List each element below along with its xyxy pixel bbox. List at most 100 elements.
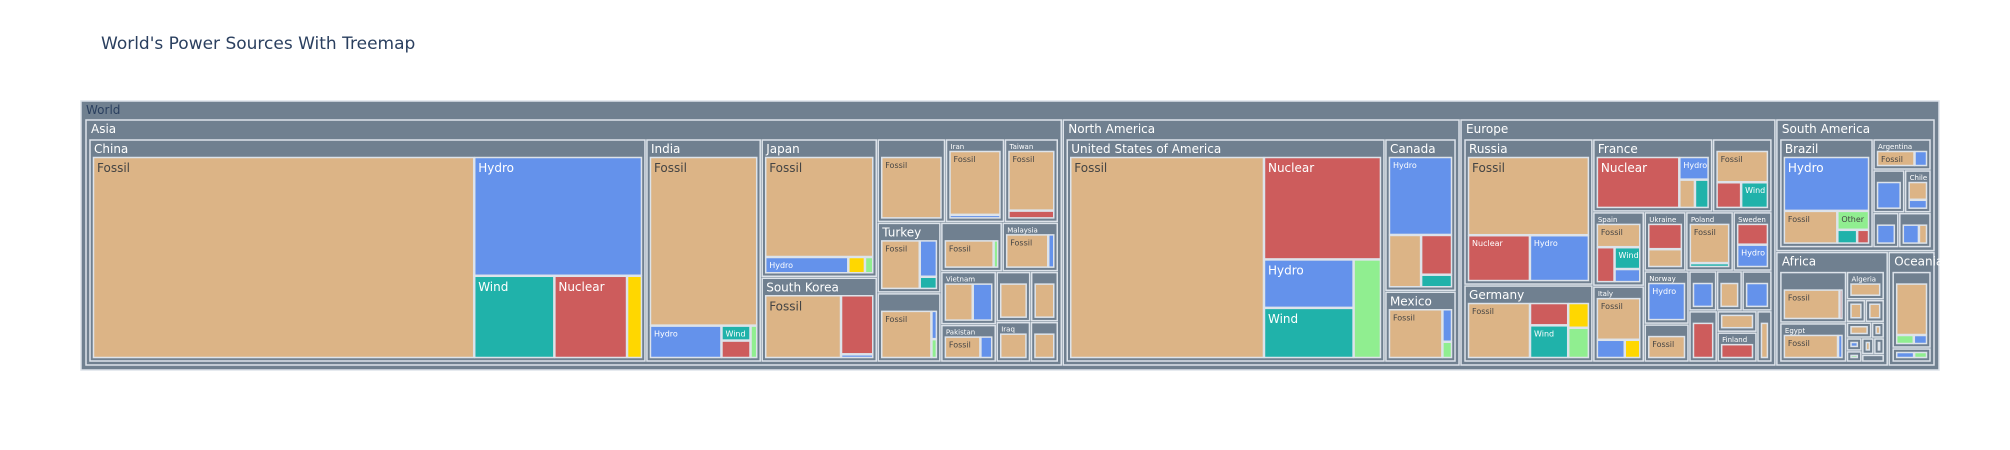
source-venezuela-hydro[interactable]: [1876, 181, 1901, 209]
source-russia-nuclear[interactable]: [1467, 234, 1531, 282]
source-taiwan-nuclear[interactable]: [1008, 210, 1055, 219]
source-russia-fossil[interactable]: [1467, 156, 1590, 236]
source-italy-hydro[interactable]: [1596, 339, 1626, 359]
source-france-hydro[interactable]: [1679, 156, 1709, 180]
source-canada-nuclear[interactable]: [1420, 234, 1453, 275]
source-morocco-fossil[interactable]: [1869, 303, 1881, 319]
source-mexico-fossil[interactable]: [1388, 309, 1443, 359]
source-france-nuclear[interactable]: [1596, 156, 1680, 209]
source-ukraine-fossil[interactable]: [1648, 248, 1683, 268]
source-austria-hydro[interactable]: [1745, 282, 1769, 308]
source-china-hydro[interactable]: [473, 156, 643, 277]
source-canada-wind[interactable]: [1420, 274, 1453, 288]
source-france-fossil[interactable]: [1679, 179, 1696, 209]
source-mexico-hydro[interactable]: [1442, 309, 1453, 343]
source-united-states-of-america-other[interactable]: [1353, 259, 1382, 359]
source-poland-wind[interactable]: [1689, 262, 1730, 268]
source-china-solar[interactable]: [626, 275, 643, 359]
source-poland-fossil[interactable]: [1689, 223, 1730, 264]
source-pakistan-fossil[interactable]: [944, 336, 981, 359]
source-egypt-fossil[interactable]: [1783, 334, 1839, 359]
source-ethiopia-hydro[interactable]: [1877, 341, 1881, 351]
source-turkey-wind[interactable]: [919, 276, 938, 290]
source-china-fossil[interactable]: [92, 156, 475, 359]
source-italy-fossil[interactable]: [1596, 297, 1641, 341]
source-united-states-of-america-nuclear[interactable]: [1263, 156, 1382, 260]
source-india-hydro[interactable]: [649, 325, 722, 359]
source-brazil-nuclear[interactable]: [1856, 229, 1870, 244]
source-united-kingdom-fossil[interactable]: [1716, 150, 1769, 183]
source-australia-hydro[interactable]: [1913, 334, 1928, 345]
source-sweden-nuclear[interactable]: [1736, 223, 1769, 245]
source-zambia-hydro[interactable]: [1850, 341, 1859, 348]
source-chile-fossil[interactable]: [1908, 181, 1928, 201]
source-israel-fossil[interactable]: [1034, 333, 1055, 359]
source-thailand-other[interactable]: [993, 240, 999, 268]
country-mozambique[interactable]: [1862, 354, 1884, 362]
source-brazil-hydro[interactable]: [1783, 156, 1870, 212]
source-kazakhstan-fossil[interactable]: [999, 283, 1027, 318]
source-russia-hydro[interactable]: [1529, 234, 1590, 282]
source-brazil-wind[interactable]: [1837, 229, 1858, 244]
source-italy-solar[interactable]: [1624, 339, 1641, 359]
source-south-korea-hydro[interactable]: [840, 354, 874, 359]
source-south-africa-nuclear[interactable]: [1839, 289, 1843, 320]
source-germany-wind[interactable]: [1529, 325, 1569, 359]
source-pakistan-hydro[interactable]: [980, 336, 993, 359]
source-philippines-fossil[interactable]: [1034, 283, 1055, 318]
source-argentina-fossil[interactable]: [1876, 150, 1915, 167]
source-belgium-nuclear[interactable]: [1692, 322, 1714, 359]
source-mexico-other[interactable]: [1442, 341, 1453, 359]
source-germany-solar[interactable]: [1567, 302, 1590, 329]
source-germany-fossil[interactable]: [1467, 302, 1531, 359]
source-turkey-fossil[interactable]: [880, 240, 921, 290]
source-nigeria-fossil[interactable]: [1850, 303, 1862, 319]
source-united-kingdom-nuclear[interactable]: [1716, 181, 1742, 209]
source-china-nuclear[interactable]: [554, 275, 628, 359]
source-spain-fossil[interactable]: [1596, 223, 1641, 248]
source-united-states-of-america-hydro[interactable]: [1263, 259, 1354, 309]
source-south-korea-nuclear[interactable]: [840, 295, 874, 355]
source-vietnam-hydro[interactable]: [972, 283, 993, 321]
source-ukraine-nuclear[interactable]: [1648, 223, 1683, 250]
source-indonesia-hydro[interactable]: [931, 310, 938, 340]
source-argentina-hydro[interactable]: [1914, 150, 1928, 167]
source-france-wind[interactable]: [1694, 179, 1709, 209]
source-paraguay-hydro[interactable]: [1876, 224, 1896, 244]
source-finland-nuclear[interactable]: [1720, 343, 1754, 359]
source-algeria-fossil[interactable]: [1850, 283, 1881, 296]
source-tunisia-fossil[interactable]: [1865, 341, 1871, 351]
source-spain-wind[interactable]: [1614, 246, 1641, 270]
source-netherlands-fossil[interactable]: [1648, 335, 1686, 359]
source-switzerland-hydro[interactable]: [1692, 282, 1713, 308]
source-norway-hydro[interactable]: [1648, 282, 1686, 321]
source-germany-other[interactable]: [1567, 327, 1590, 359]
source-kenya-other[interactable]: [1850, 354, 1859, 359]
source-romania-fossil[interactable]: [1720, 282, 1739, 308]
source-spain-hydro[interactable]: [1614, 268, 1641, 283]
source-india-wind[interactable]: [721, 325, 751, 341]
source-iran-hydro[interactable]: [949, 214, 1001, 219]
source-taiwan-fossil[interactable]: [1008, 150, 1055, 211]
source-colombia-hydro[interactable]: [1902, 224, 1920, 244]
source-australia-fossil[interactable]: [1895, 283, 1928, 336]
source-turkey-hydro[interactable]: [919, 240, 938, 278]
source-egypt-hydro[interactable]: [1837, 334, 1843, 359]
source-india-other[interactable]: [750, 325, 758, 359]
source-australia-other[interactable]: [1895, 334, 1915, 345]
source-brazil-fossil[interactable]: [1783, 210, 1838, 244]
source-united-kingdom-wind[interactable]: [1740, 181, 1769, 209]
source-new-zealand-hydro[interactable]: [1895, 351, 1915, 359]
source-chile-hydro[interactable]: [1908, 199, 1928, 209]
source-united-states-of-america-wind[interactable]: [1263, 307, 1354, 359]
source-india-nuclear[interactable]: [721, 340, 751, 359]
source-greece-fossil[interactable]: [1720, 314, 1754, 329]
source-iraq-fossil[interactable]: [999, 333, 1027, 359]
source-japan-hydro[interactable]: [764, 256, 849, 274]
source-spain-nuclear[interactable]: [1596, 246, 1615, 283]
source-ghana-fossil[interactable]: [1875, 325, 1881, 335]
source-japan-solar[interactable]: [848, 256, 866, 274]
source-india-fossil[interactable]: [649, 156, 758, 326]
source-indonesia-other[interactable]: [931, 338, 938, 359]
